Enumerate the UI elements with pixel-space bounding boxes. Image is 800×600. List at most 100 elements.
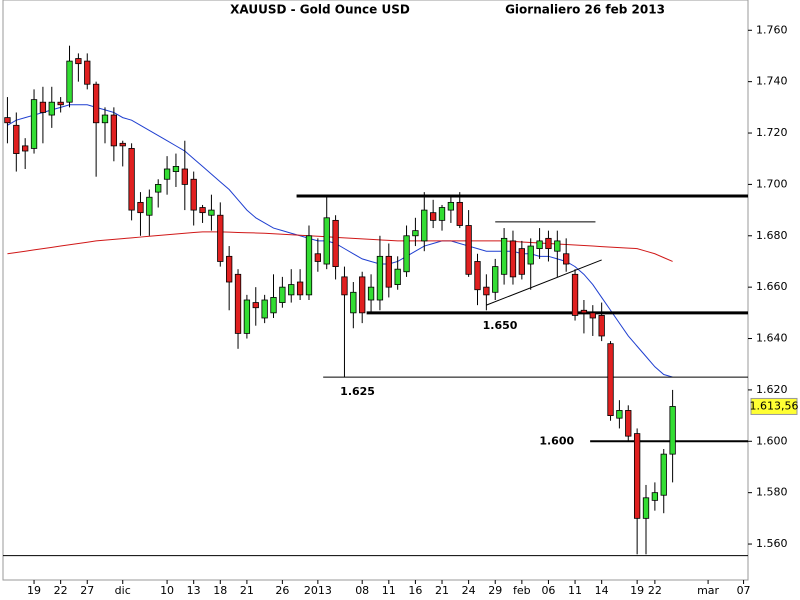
candle-body: [447, 201, 455, 211]
candle-body: [66, 60, 73, 103]
price-tag: [750, 397, 798, 415]
x-tick-label: dic: [115, 584, 131, 597]
candle-body: [385, 255, 392, 288]
x-tick-label: feb: [513, 584, 531, 597]
y-tick-label: 1.700: [756, 177, 788, 190]
x-tick-label: 11: [382, 584, 396, 597]
x-tick-label: 24: [462, 584, 476, 597]
candle-body: [84, 60, 91, 85]
moving-average: [7, 104, 673, 378]
y-tick-label: 1.600: [756, 434, 788, 447]
candle-body: [554, 240, 561, 252]
candle-body: [101, 114, 109, 124]
y-tick-label: 1.640: [756, 332, 788, 345]
candle-body: [137, 201, 144, 214]
candle-body: [376, 255, 384, 301]
candle-body: [616, 410, 623, 419]
candle-body: [474, 261, 481, 291]
candle-body: [252, 302, 259, 309]
candle-body: [563, 253, 570, 265]
candle-body: [580, 309, 588, 314]
level-label: 1.600: [539, 434, 574, 447]
candle-body: [332, 219, 339, 268]
candle-body: [323, 217, 330, 265]
x-tick-label: 08: [355, 584, 369, 597]
x-tick-label: mar: [697, 584, 719, 597]
x-tick-label: 16: [408, 584, 422, 597]
moving-average: [7, 231, 673, 262]
x-tick-label: 14: [595, 584, 609, 597]
candle-body: [305, 235, 313, 296]
candle-body: [234, 273, 242, 334]
candle-body: [39, 101, 47, 113]
candle-body: [75, 58, 82, 65]
y-tick-label: 1.560: [756, 537, 788, 550]
candle-body: [438, 207, 446, 221]
candle-body: [22, 145, 29, 152]
x-tick-label: 22: [54, 584, 68, 597]
candle-body: [660, 453, 667, 496]
candle-body: [261, 299, 268, 319]
candle-body: [13, 124, 20, 154]
x-tick-label: 11: [568, 584, 582, 597]
x-tick-label: 21: [240, 584, 254, 597]
candle-body: [92, 83, 100, 124]
candle-body: [288, 284, 295, 296]
candle-body: [341, 276, 348, 296]
candle-body: [128, 148, 135, 211]
candle-body: [518, 248, 525, 275]
candle-body: [456, 201, 463, 226]
candle-body: [598, 315, 605, 337]
candle-body: [633, 433, 641, 519]
candle-body: [492, 266, 499, 293]
candle-body: [110, 114, 118, 147]
candle-body: [226, 255, 233, 283]
candle-body: [146, 196, 153, 216]
y-tick-label: 1.680: [756, 229, 788, 242]
chart-subtitle: Giornaliero 26 feb 2013: [505, 3, 665, 17]
chart-title: XAUUSD - Gold Ounce USD: [230, 3, 410, 17]
candle-body: [625, 410, 632, 437]
candle-body: [350, 291, 357, 314]
candle-body: [483, 286, 490, 296]
candle-body: [190, 178, 197, 211]
x-tick-label: 07: [737, 584, 751, 597]
candle-body: [403, 235, 410, 273]
x-tick-label: 06: [541, 584, 555, 597]
candle-body: [500, 237, 508, 275]
candle-body: [217, 214, 224, 262]
candle-body: [48, 101, 55, 116]
candle-body: [4, 117, 11, 124]
x-tick-label: 13: [187, 584, 201, 597]
candle-body: [181, 168, 188, 185]
candle-body: [421, 209, 428, 242]
candle-body: [199, 207, 206, 214]
candle-body: [57, 101, 64, 106]
level-label: 1.625: [340, 385, 375, 398]
candle-body: [155, 184, 162, 193]
candle-body: [669, 406, 676, 455]
x-tick-label: 19: [630, 584, 644, 597]
candle-body: [536, 240, 543, 250]
candle-body: [571, 273, 579, 316]
candle-body: [651, 492, 659, 501]
candle-body: [367, 286, 375, 301]
y-tick-label: 1.620: [756, 383, 788, 396]
x-tick-label: 27: [80, 584, 94, 597]
y-tick-label: 1.660: [756, 280, 788, 293]
candle-body: [314, 253, 322, 262]
candle-body: [279, 286, 286, 303]
x-tick-label: 10: [160, 584, 174, 597]
candle-body: [243, 299, 251, 334]
y-tick-label: 1.760: [756, 23, 788, 36]
candle-body: [30, 99, 38, 149]
x-tick-label: 26: [275, 584, 289, 597]
price-tag-label: 1.613,56: [750, 399, 799, 412]
candle-body: [270, 297, 277, 314]
level-label: 1.650: [483, 319, 518, 332]
y-tick-label: 1.580: [756, 486, 788, 499]
candle-body: [394, 268, 401, 285]
x-tick-label: 29: [488, 584, 502, 597]
candle-body: [296, 281, 304, 296]
